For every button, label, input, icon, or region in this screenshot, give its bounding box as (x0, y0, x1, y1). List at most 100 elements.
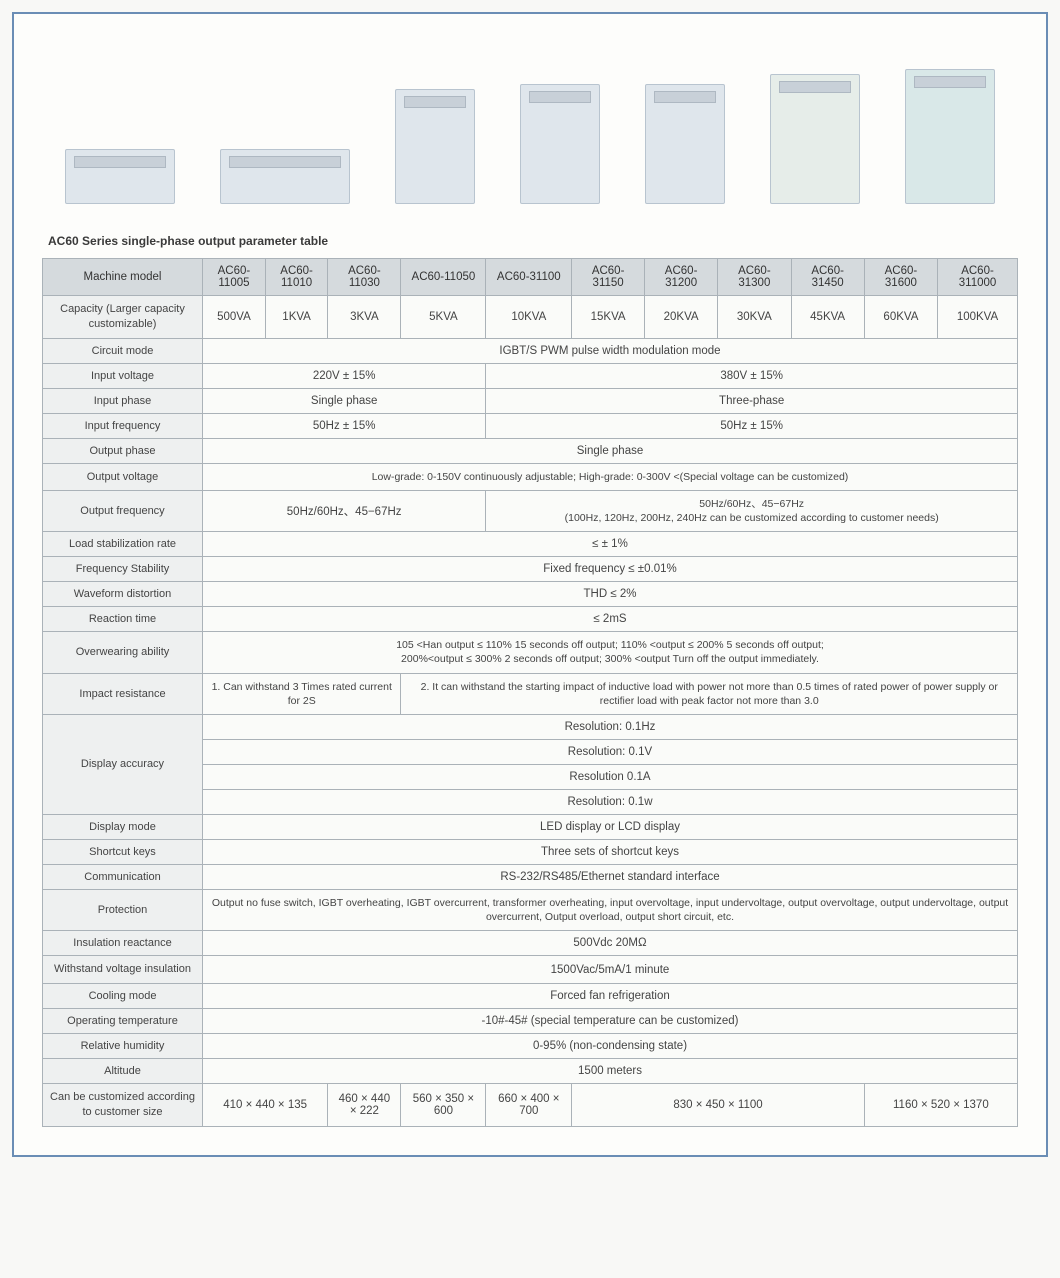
cell: 380V ± 15% (486, 363, 1018, 388)
table-row: Display modeLED display or LCD display (43, 814, 1018, 839)
row-label: Withstand voltage insulation (43, 956, 203, 984)
cell: 500Vdc 20MΩ (203, 931, 1018, 956)
table-row: Cooling modeForced fan refrigeration (43, 984, 1018, 1009)
cell: 100KVA (938, 296, 1018, 339)
cell: 50Hz/60Hz、45−67Hz (100Hz, 120Hz, 200Hz, … (486, 490, 1018, 531)
model-header: AC60-31100 (486, 259, 572, 296)
cell: 2. It can withstand the starting impact … (401, 673, 1018, 714)
cell: 105 <Han output ≤ 110% 15 seconds off ou… (203, 632, 1018, 673)
table-row: Shortcut keysThree sets of shortcut keys (43, 839, 1018, 864)
model-header: AC60-31450 (791, 259, 864, 296)
cell: Fixed frequency ≤ ±0.01% (203, 557, 1018, 582)
table-row: Insulation reactance500Vdc 20MΩ (43, 931, 1018, 956)
cell: THD ≤ 2% (203, 582, 1018, 607)
cell: ≤ 2mS (203, 607, 1018, 632)
row-label: Can be customized according to customer … (43, 1084, 203, 1127)
model-header: AC60-31200 (644, 259, 717, 296)
model-header: AC60-11030 (328, 259, 401, 296)
table-row: Output frequency 50Hz/60Hz、45−67Hz 50Hz/… (43, 490, 1018, 531)
cell: 1500Vac/5mA/1 minute (203, 956, 1018, 984)
page-frame: AC60 Series single-phase output paramete… (12, 12, 1048, 1157)
table-row: Frequency StabilityFixed frequency ≤ ±0.… (43, 557, 1018, 582)
cell: 3KVA (328, 296, 401, 339)
cell: ≤ ± 1% (203, 532, 1018, 557)
table-title: AC60 Series single-phase output paramete… (48, 234, 1018, 248)
row-label: Output phase (43, 438, 203, 463)
cell: 1. Can withstand 3 Times rated current f… (203, 673, 401, 714)
table-row: Withstand voltage insulation1500Vac/5mA/… (43, 956, 1018, 984)
cell: 830 × 450 × 1100 (572, 1084, 865, 1127)
row-label: Input frequency (43, 413, 203, 438)
model-header: AC60-11010 (265, 259, 327, 296)
row-label: Cooling mode (43, 984, 203, 1009)
cell: 10KVA (486, 296, 572, 339)
model-header: AC60-31600 (864, 259, 937, 296)
row-label: Shortcut keys (43, 839, 203, 864)
cell: 60KVA (864, 296, 937, 339)
model-header: AC60-31300 (718, 259, 791, 296)
cell: 0-95% (non-condensing state) (203, 1034, 1018, 1059)
product-thumb (395, 89, 475, 204)
table-row: Overwearing ability 105 <Han output ≤ 11… (43, 632, 1018, 673)
row-label: Load stabilization rate (43, 532, 203, 557)
table-row: Altitude1500 meters (43, 1059, 1018, 1084)
row-label: Relative humidity (43, 1034, 203, 1059)
cell: 1KVA (265, 296, 327, 339)
row-label: Overwearing ability (43, 632, 203, 673)
table-row: CommunicationRS-232/RS485/Ethernet stand… (43, 864, 1018, 889)
table-row: Impact resistance 1. Can withstand 3 Tim… (43, 673, 1018, 714)
row-label: Input voltage (43, 363, 203, 388)
product-thumb (65, 149, 175, 204)
row-label: Altitude (43, 1059, 203, 1084)
header-machine-model: Machine model (43, 259, 203, 296)
cell: Resolution: 0.1V (203, 739, 1018, 764)
table-row: Output voltageLow-grade: 0-150V continuo… (43, 463, 1018, 490)
cell: 1500 meters (203, 1059, 1018, 1084)
product-thumb (520, 84, 600, 204)
cell: Output no fuse switch, IGBT overheating,… (203, 889, 1018, 930)
model-header: AC60-31150 (572, 259, 645, 296)
cell: 460 × 440 × 222 (328, 1084, 401, 1127)
cell: 560 × 350 × 600 (401, 1084, 486, 1127)
table-row: Operating temperature-10#-45# (special t… (43, 1009, 1018, 1034)
table-row: Machine model AC60-11005 AC60-11010 AC60… (43, 259, 1018, 296)
product-thumb (905, 69, 995, 204)
product-thumb (220, 149, 350, 204)
table-row: Display accuracyResolution: 0.1Hz (43, 714, 1018, 739)
table-row: Capacity (Larger capacity customizable) … (43, 296, 1018, 339)
table-row: Can be customized according to customer … (43, 1084, 1018, 1127)
table-row: Input phaseSingle phaseThree-phase (43, 388, 1018, 413)
row-label: Protection (43, 889, 203, 930)
model-header: AC60-11005 (203, 259, 266, 296)
cell: 1160 × 520 × 1370 (864, 1084, 1017, 1127)
cell: Resolution 0.1A (203, 764, 1018, 789)
cell: 50Hz ± 15% (486, 413, 1018, 438)
product-thumb (770, 74, 860, 204)
cell: 45KVA (791, 296, 864, 339)
line: 105 <Han output ≤ 110% 15 seconds off ou… (209, 638, 1011, 652)
cell: 15KVA (572, 296, 645, 339)
cell: Single phase (203, 438, 1018, 463)
spec-table: Machine model AC60-11005 AC60-11010 AC60… (42, 258, 1018, 1127)
line: (100Hz, 120Hz, 200Hz, 240Hz can be custo… (492, 511, 1011, 525)
table-row: Load stabilization rate≤ ± 1% (43, 532, 1018, 557)
row-label: Output frequency (43, 490, 203, 531)
cell: 50Hz/60Hz、45−67Hz (203, 490, 486, 531)
cell: IGBT/S PWM pulse width modulation mode (203, 338, 1018, 363)
cell: 30KVA (718, 296, 791, 339)
row-label: Input phase (43, 388, 203, 413)
cell: 660 × 400 × 700 (486, 1084, 572, 1127)
cell: 410 × 440 × 135 (203, 1084, 328, 1127)
cell: 220V ± 15% (203, 363, 486, 388)
model-header: AC60-311000 (938, 259, 1018, 296)
table-row: Input voltage220V ± 15%380V ± 15% (43, 363, 1018, 388)
row-label: Frequency Stability (43, 557, 203, 582)
row-label: Waveform distortion (43, 582, 203, 607)
model-header: AC60-11050 (401, 259, 486, 296)
row-label: Reaction time (43, 607, 203, 632)
cell: RS-232/RS485/Ethernet standard interface (203, 864, 1018, 889)
table-row: Input frequency50Hz ± 15%50Hz ± 15% (43, 413, 1018, 438)
table-row: Output phaseSingle phase (43, 438, 1018, 463)
row-label: Circuit mode (43, 338, 203, 363)
product-thumb (645, 84, 725, 204)
